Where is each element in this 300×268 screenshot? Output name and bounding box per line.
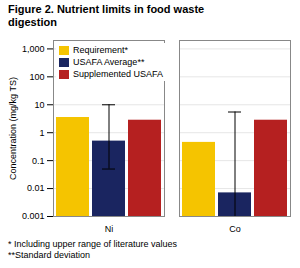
html-text:* Including upper range of lit: * Including upper range of literature va… (8, 239, 178, 249)
html-text:USAFA Average**: USAFA Average** (73, 57, 145, 67)
svg-text:Co: Co (229, 224, 241, 234)
svg-text:0.1: 0.1 (32, 156, 45, 166)
svg-text:100: 100 (29, 72, 44, 82)
svg-text:0.001: 0.001 (22, 211, 45, 221)
svg-text:0.01: 0.01 (27, 183, 45, 193)
html-text:digestion: digestion (8, 16, 57, 28)
svg-text:Ni: Ni (105, 224, 114, 234)
html-text:Requirement*: Requirement* (73, 45, 128, 55)
svg-text:1: 1 (39, 128, 44, 138)
html-text:Supplemented USAFA: Supplemented USAFA (73, 69, 164, 79)
svg-text:Concentration (mg/kg TS): Concentration (mg/kg TS) (8, 77, 18, 180)
html-text:Figure 2. Nutrient limits in f: Figure 2. Nutrient limits in food waste (8, 3, 205, 15)
html-text:**Standard deviation: **Standard deviation (8, 250, 91, 260)
svg-text:1,000: 1,000 (22, 44, 45, 54)
svg-text:10: 10 (34, 100, 44, 110)
